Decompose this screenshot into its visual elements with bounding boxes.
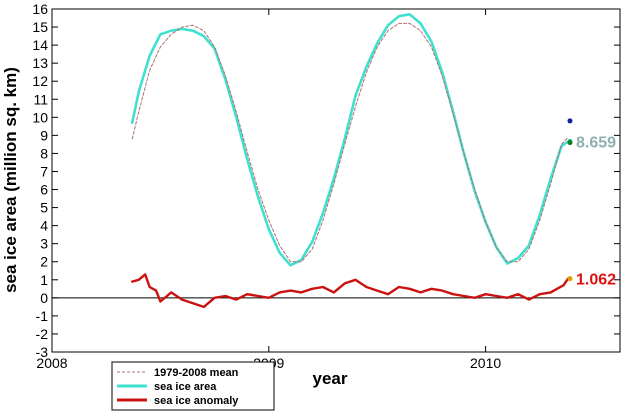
legend-label: sea ice anomaly [154, 395, 239, 407]
y-tick-label: 9 [40, 127, 48, 143]
y-tick-label: 8 [40, 145, 48, 161]
y-tick-label: -3 [36, 344, 49, 360]
plot-layer [52, 13, 620, 309]
plot-frame [51, 8, 621, 353]
x-axis-title: year [313, 369, 348, 388]
y-tick-label: 15 [32, 19, 48, 35]
end-value-label: 8.659 [576, 135, 616, 152]
y-tick-label: 1 [40, 272, 48, 288]
y-tick-label: 12 [32, 73, 48, 89]
y-tick-label: 11 [33, 91, 48, 107]
x-tick-label: 2010 [470, 355, 501, 371]
y-tick-label: 16 [32, 1, 48, 17]
legend-label: sea ice area [154, 381, 217, 393]
x-tick-label: 2008 [36, 355, 67, 371]
end-value-labels: 8.659 1.062 [576, 135, 616, 289]
legend-label: 1979-2008 mean [154, 367, 239, 379]
end-marker [567, 276, 573, 282]
x-axis: 200820092010 [36, 9, 501, 371]
end-value-label: 1.062 [576, 272, 616, 289]
series-line-1979-2008-mean [131, 22, 569, 263]
y-axis-title: sea ice area (million sq. km) [1, 67, 20, 293]
y-tick-label: 6 [40, 182, 48, 198]
y-tick-label: 0 [40, 290, 48, 306]
y-tick-label: 5 [40, 200, 48, 216]
series-line-sea-ice-area [130, 13, 570, 267]
y-tick-label: 10 [32, 109, 48, 125]
y-tick-label: 14 [32, 37, 48, 53]
y-tick-label: 7 [40, 163, 48, 179]
y-tick-label: -2 [36, 326, 49, 342]
end-marker [567, 118, 573, 124]
y-tick-label: 4 [40, 218, 48, 234]
y-tick-label: 13 [32, 55, 48, 71]
y-tick-label: -1 [36, 308, 49, 324]
series-line-sea-ice-anomaly [131, 273, 570, 309]
legend: 1979-2008 mean sea ice area sea ice anomal… [111, 361, 275, 411]
end-marker [567, 140, 573, 146]
y-tick-label: 3 [40, 236, 48, 252]
y-tick-label: 2 [40, 254, 48, 270]
